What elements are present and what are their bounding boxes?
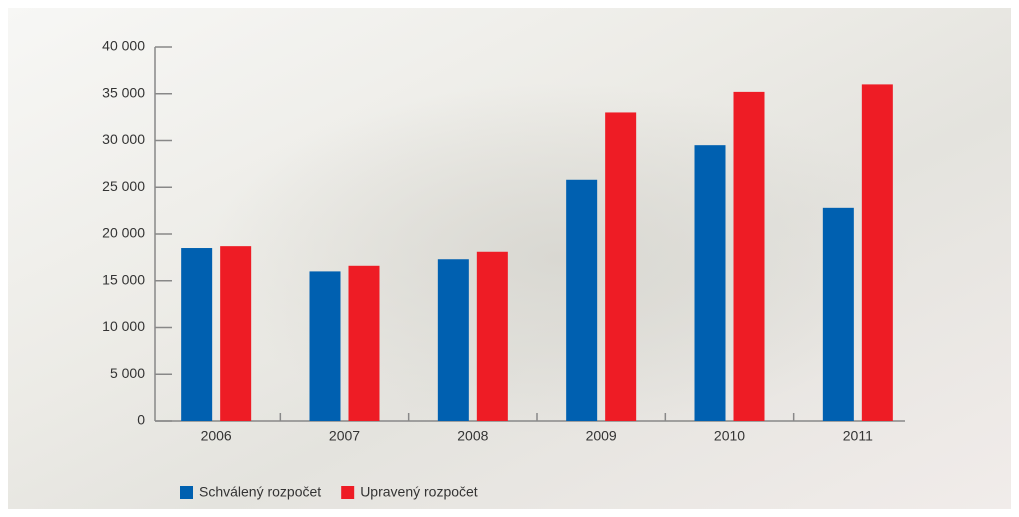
y-tick-label: 5 000 <box>110 365 145 381</box>
legend-swatch <box>180 486 193 499</box>
bar <box>437 259 469 421</box>
x-tick-label: 2011 <box>843 428 873 444</box>
y-tick-label: 10 000 <box>102 318 145 334</box>
x-tick-label: 2009 <box>586 428 617 444</box>
y-tick-label: 35 000 <box>102 84 145 100</box>
legend-label: Upravený rozpočet <box>360 484 478 500</box>
bar <box>220 246 252 421</box>
bar <box>605 112 637 421</box>
bar <box>694 145 726 422</box>
x-tick-label: 2010 <box>714 428 745 444</box>
bar <box>181 248 213 421</box>
x-tick-label: 2007 <box>329 428 360 444</box>
y-tick-label: 15 000 <box>102 271 145 287</box>
x-tick-label: 2008 <box>457 428 488 444</box>
y-tick-label: 0 <box>137 412 145 428</box>
bar <box>733 91 765 421</box>
y-tick-label: 20 000 <box>102 225 145 241</box>
y-tick-label: 30 000 <box>102 131 145 147</box>
x-tick-label: 2006 <box>201 428 232 444</box>
y-tick-label: 25 000 <box>102 178 145 194</box>
bar <box>822 207 854 421</box>
bar <box>348 265 380 421</box>
bar <box>476 251 508 421</box>
bar <box>566 179 598 421</box>
legend-swatch <box>341 486 355 499</box>
bar <box>309 271 341 421</box>
bar <box>861 84 893 422</box>
legend-label: Schválený rozpočet <box>199 484 321 500</box>
y-tick-label: 40 000 <box>102 38 145 54</box>
